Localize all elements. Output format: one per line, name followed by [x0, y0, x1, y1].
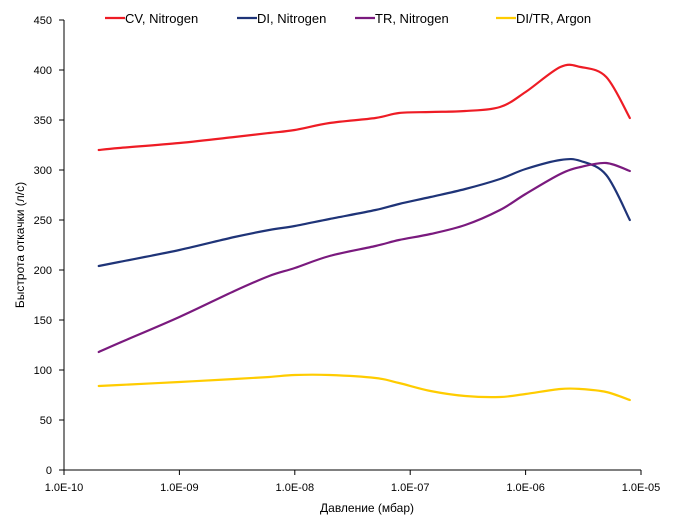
series-line-4: [97, 373, 631, 402]
y-tick-label: 450: [34, 15, 52, 27]
x-tick-label: 1.0E-09: [160, 482, 199, 494]
y-tick-label: 50: [40, 415, 52, 427]
x-tick-label: 1.0E-10: [45, 482, 84, 494]
series-line-2: [97, 157, 631, 268]
x-axis-ticks: 1.0E-10 1.0E-09 1.0E-08 1.0E-07 1.0E-06 1.0E-…: [45, 470, 661, 494]
x-axis-title: Давление (мбар): [320, 501, 414, 515]
y-tick-label: 300: [34, 165, 52, 177]
legend: CV, Nitrogen DI, Nitrogen TR, Nitrogen DI/T…: [105, 11, 591, 26]
x-tick-label: 1.0E-06: [506, 482, 545, 494]
series-lines: [97, 63, 631, 402]
y-tick-label: 0: [46, 465, 52, 477]
series-line-1: [97, 63, 631, 152]
y-axis-ticks: 0 50 100 150 200 250 300 350 400 450: [34, 15, 64, 477]
y-tick-label: 100: [34, 365, 52, 377]
y-axis-title: Быстрота откачки (л/с): [13, 182, 27, 308]
y-tick-label: 350: [34, 115, 52, 127]
legend-label: CV, Nitrogen: [125, 11, 198, 26]
x-tick-label: 1.0E-05: [622, 482, 661, 494]
y-tick-label: 200: [34, 265, 52, 277]
legend-label: DI/TR, Argon: [516, 11, 591, 26]
x-tick-label: 1.0E-08: [276, 482, 315, 494]
series-line-3: [97, 161, 631, 354]
legend-label: TR, Nitrogen: [375, 11, 449, 26]
y-tick-label: 250: [34, 215, 52, 227]
x-tick-label: 1.0E-07: [391, 482, 430, 494]
y-tick-label: 150: [34, 315, 52, 327]
y-tick-label: 400: [34, 65, 52, 77]
legend-label: DI, Nitrogen: [257, 11, 326, 26]
